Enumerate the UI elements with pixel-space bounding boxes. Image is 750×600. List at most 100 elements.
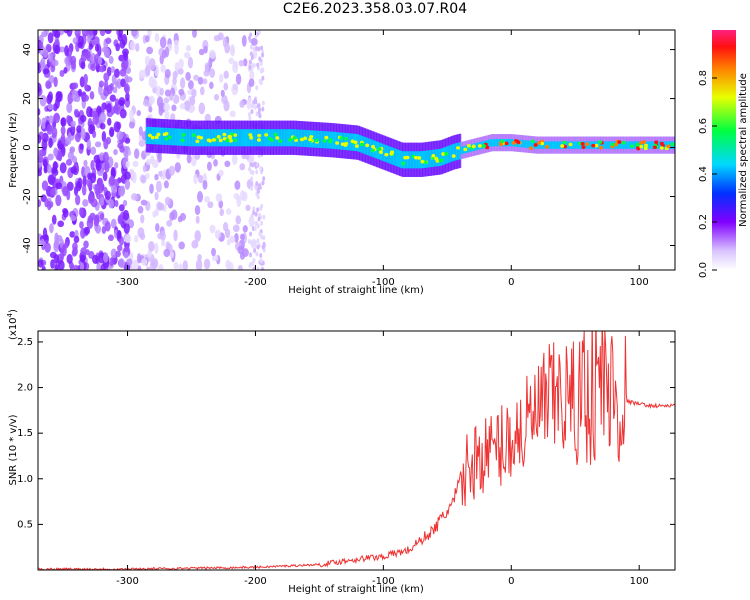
spectrogram-band-core [618, 141, 621, 149]
spectrogram-band-core [609, 141, 612, 149]
spectrogram-cell [118, 30, 124, 38]
spectrogram-band-core [526, 140, 529, 148]
spectrogram-cell [103, 86, 110, 97]
spectrogram-cell [194, 205, 201, 216]
spectrogram-peak [233, 133, 238, 137]
spectrogram-cell [78, 35, 84, 46]
spectrogram-cell [38, 108, 41, 116]
spectrogram-cell [152, 210, 157, 218]
spectrogram-cell [213, 159, 218, 167]
spectrogram-band-core [524, 140, 528, 148]
spectrogram-cell [163, 248, 171, 258]
spectrogram-band-core [494, 138, 497, 147]
spectrogram-cell [209, 68, 216, 78]
spectrogram-band-core [452, 143, 456, 162]
spectrogram-cell [48, 115, 54, 124]
spectrogram-cell [173, 261, 179, 270]
spectrogram-band-core [441, 147, 445, 166]
spectrogram-band-core [346, 133, 350, 151]
spectrogram-cell [74, 132, 81, 143]
spectrogram-cell [84, 83, 89, 91]
spectrogram-peak [150, 135, 155, 140]
spectrogram-band-core [523, 140, 526, 148]
spectrogram-cell [112, 86, 118, 94]
spectrogram-cell [254, 221, 258, 227]
spectrogram-cell [260, 203, 264, 209]
spectrogram-peak [456, 146, 461, 150]
spectrogram-cell [109, 257, 114, 267]
spectrogram-cell [111, 184, 117, 194]
spectrogram-cell [259, 61, 263, 67]
spectrogram-band-core [486, 140, 489, 148]
spectrogram-cell [41, 138, 48, 151]
spectrogram-cell [89, 91, 95, 100]
spectrogram-cell [215, 193, 223, 203]
spectrogram-peak [466, 144, 471, 148]
spectrogram-peak [384, 152, 389, 157]
spectrogram-cell [262, 241, 266, 247]
spectrogram-cell [60, 249, 65, 262]
spectrogram-band-core [589, 141, 592, 149]
spectrogram-band-core [489, 139, 492, 147]
spectrogram-band-core [573, 141, 577, 149]
spectrogram-peak [233, 138, 238, 142]
spectrogram-cell [47, 153, 54, 161]
spectrogram-cell [169, 211, 175, 221]
spectrogram-cell [43, 166, 48, 174]
spectrogram-band-core [624, 141, 628, 149]
spectrogram-band-core [438, 148, 442, 167]
spectrogram-cell [261, 180, 265, 186]
spectrogram-cell [158, 170, 164, 177]
spectrogram-cell [73, 264, 79, 270]
spectrogram-band-core [242, 129, 245, 147]
spectrogram-cell [148, 75, 155, 88]
spectrogram-cell [252, 46, 256, 52]
spectrogram-cell [254, 211, 258, 217]
spectrogram-cell [193, 173, 198, 185]
spectrogram-cell [71, 60, 76, 70]
spectrogram-cell [149, 260, 157, 270]
spectrogram-cell [122, 58, 129, 70]
spectrogram-cell [126, 258, 133, 266]
spectrogram-cell [98, 184, 104, 194]
spectrogram-cell [195, 215, 200, 224]
spectrogram-cell [183, 51, 191, 59]
spectrogram-cell [253, 226, 257, 232]
spectrogram-cell [255, 181, 259, 187]
spectrogram-cell [132, 171, 137, 184]
spectrogram-band-core [495, 138, 499, 147]
spectrogram-peak [580, 141, 585, 146]
spectrogram-cell [88, 43, 94, 50]
x-tick-label: -300 [116, 576, 139, 587]
spectrogram-cell [170, 113, 176, 122]
spectrogram-cell [71, 156, 78, 164]
spectrogram-cell [185, 71, 191, 81]
spectrogram-peak [417, 156, 422, 160]
spectrogram-peak [401, 161, 406, 166]
spectrogram-cell [103, 138, 109, 150]
spectrogram-cell [118, 258, 125, 269]
spectrogram-cell [249, 169, 253, 175]
spectrogram-cell [163, 97, 170, 104]
spectrogram-cell [172, 77, 177, 85]
spectrogram-cell [107, 234, 114, 242]
spectrogram-peak [621, 140, 626, 145]
spectrogram-x-axis-label: Height of straight line (km) [288, 285, 424, 296]
spectrogram-band-core [650, 141, 654, 149]
spectrogram-peak [635, 142, 640, 147]
spectrogram-band-core [283, 129, 287, 147]
spectrogram-cell [134, 234, 139, 243]
spectrogram-cell [257, 216, 261, 222]
spectrogram-band-core [475, 142, 479, 151]
spectrogram-band-core [204, 129, 207, 147]
spectrogram-cell [41, 265, 46, 270]
spectrogram-cell [182, 260, 188, 270]
spectrogram-cell [46, 123, 53, 135]
spectrogram-cell [141, 258, 148, 266]
spectrogram-cell [145, 266, 151, 270]
spectrogram-peak [225, 138, 230, 143]
spectrogram-band-core [394, 148, 397, 166]
spectrogram-cell [59, 162, 67, 174]
y-tick-label: 2.0 [17, 383, 33, 394]
spectrogram-band-core [319, 130, 322, 149]
